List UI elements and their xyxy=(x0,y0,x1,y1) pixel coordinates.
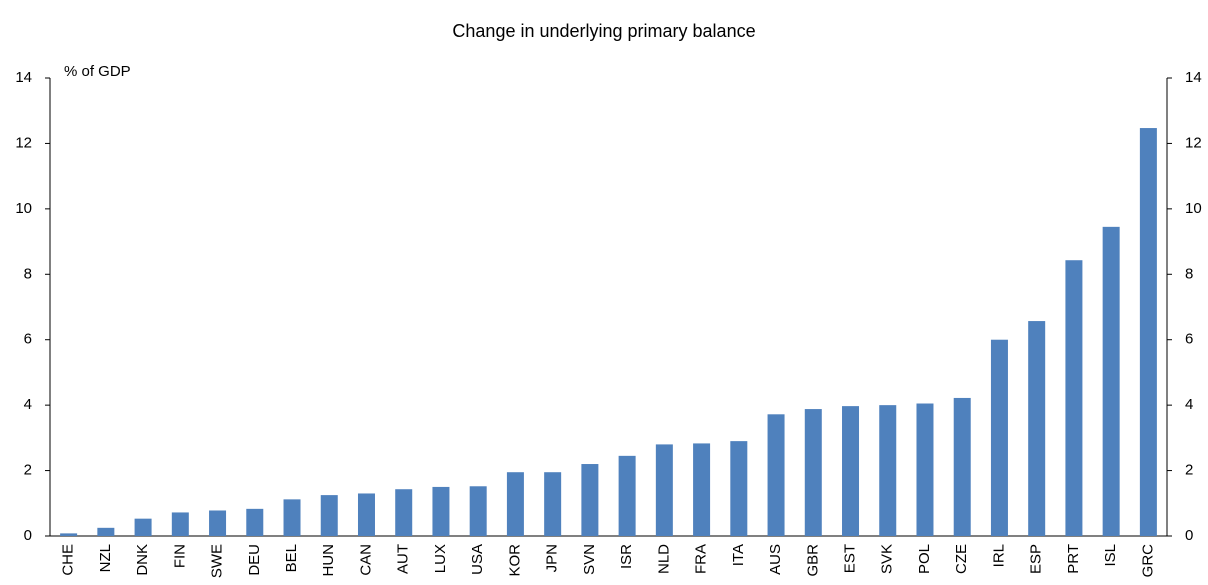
x-tick-label: SVK xyxy=(879,544,896,574)
bar xyxy=(804,409,822,536)
y2-tick-label: 14 xyxy=(1185,69,1202,86)
bar xyxy=(655,444,673,536)
x-tick-label: GRC xyxy=(1139,544,1156,578)
bar xyxy=(730,441,748,536)
x-tick-label: ITA xyxy=(730,544,747,566)
bar xyxy=(395,489,413,536)
y-tick-label: 12 xyxy=(15,134,32,151)
bar xyxy=(432,486,450,536)
y-tick-label: 8 xyxy=(24,265,32,282)
bar xyxy=(320,495,338,536)
bar xyxy=(1028,321,1046,536)
bar xyxy=(1065,260,1083,536)
x-tick-label: ISR xyxy=(618,544,635,569)
bar xyxy=(60,533,78,536)
bar xyxy=(693,443,711,536)
x-tick-label: FIN xyxy=(171,544,188,568)
x-tick-label: FRA xyxy=(693,544,710,574)
x-tick-label: NZL xyxy=(97,544,114,572)
x-tick-label: PRT xyxy=(1065,544,1082,574)
x-tick-label: EST xyxy=(841,544,858,573)
y2-tick-label: 0 xyxy=(1185,527,1193,544)
x-tick-label: AUT xyxy=(395,544,412,574)
bar xyxy=(97,527,115,536)
y2-tick-label: 2 xyxy=(1185,462,1193,479)
bar xyxy=(618,455,636,536)
x-tick-label: ISL xyxy=(1102,544,1119,567)
x-tick-label: SWE xyxy=(209,544,226,578)
y2-tick-label: 4 xyxy=(1185,396,1193,413)
bar xyxy=(916,403,934,536)
x-tick-label: DEU xyxy=(246,544,263,576)
x-tick-label: AUS xyxy=(767,544,784,575)
x-tick-label: DNK xyxy=(134,544,151,576)
x-tick-label: NLD xyxy=(655,544,672,574)
x-tick-label: GBR xyxy=(804,544,821,577)
bar xyxy=(357,493,375,536)
bar xyxy=(1139,128,1157,536)
y2-tick-label: 12 xyxy=(1185,134,1202,151)
y2-tick-label: 8 xyxy=(1185,265,1193,282)
bar xyxy=(246,508,264,536)
x-tick-label: CHE xyxy=(60,544,77,576)
y-tick-label: 0 xyxy=(24,527,32,544)
bar xyxy=(581,464,599,536)
y-tick-label: 4 xyxy=(24,396,32,413)
chart-title: Change in underlying primary balance xyxy=(452,21,755,41)
bar xyxy=(879,405,897,536)
x-tick-label: JPN xyxy=(544,544,561,572)
y-tick-label: 10 xyxy=(15,200,32,217)
y2-tick-label: 10 xyxy=(1185,200,1202,217)
bar xyxy=(990,339,1008,536)
x-tick-label: POL xyxy=(916,544,933,574)
bar xyxy=(506,472,524,536)
x-tick-label: HUN xyxy=(320,544,337,577)
y-tick-label: 6 xyxy=(24,331,32,348)
x-tick-label: LUX xyxy=(432,544,449,573)
x-tick-label: CAN xyxy=(357,544,374,576)
x-tick-label: USA xyxy=(469,544,486,575)
bar xyxy=(953,397,971,536)
bar xyxy=(209,510,227,536)
bar xyxy=(134,518,152,536)
x-tick-label: SVN xyxy=(581,544,598,575)
bar xyxy=(469,486,487,536)
x-tick-label: CZE xyxy=(953,544,970,574)
y-tick-label: 14 xyxy=(15,69,32,86)
bar xyxy=(1102,226,1120,536)
x-tick-label: KOR xyxy=(506,544,523,577)
y2-tick-label: 6 xyxy=(1185,331,1193,348)
bar xyxy=(767,414,785,536)
bar xyxy=(283,499,301,536)
y-tick-label: 2 xyxy=(24,462,32,479)
bar xyxy=(842,406,860,536)
y-axis-label: % of GDP xyxy=(64,63,131,80)
x-tick-label: IRL xyxy=(990,544,1007,567)
bar xyxy=(544,472,562,536)
x-tick-label: BEL xyxy=(283,544,300,572)
x-tick-label: ESP xyxy=(1028,544,1045,574)
bar xyxy=(171,512,189,536)
